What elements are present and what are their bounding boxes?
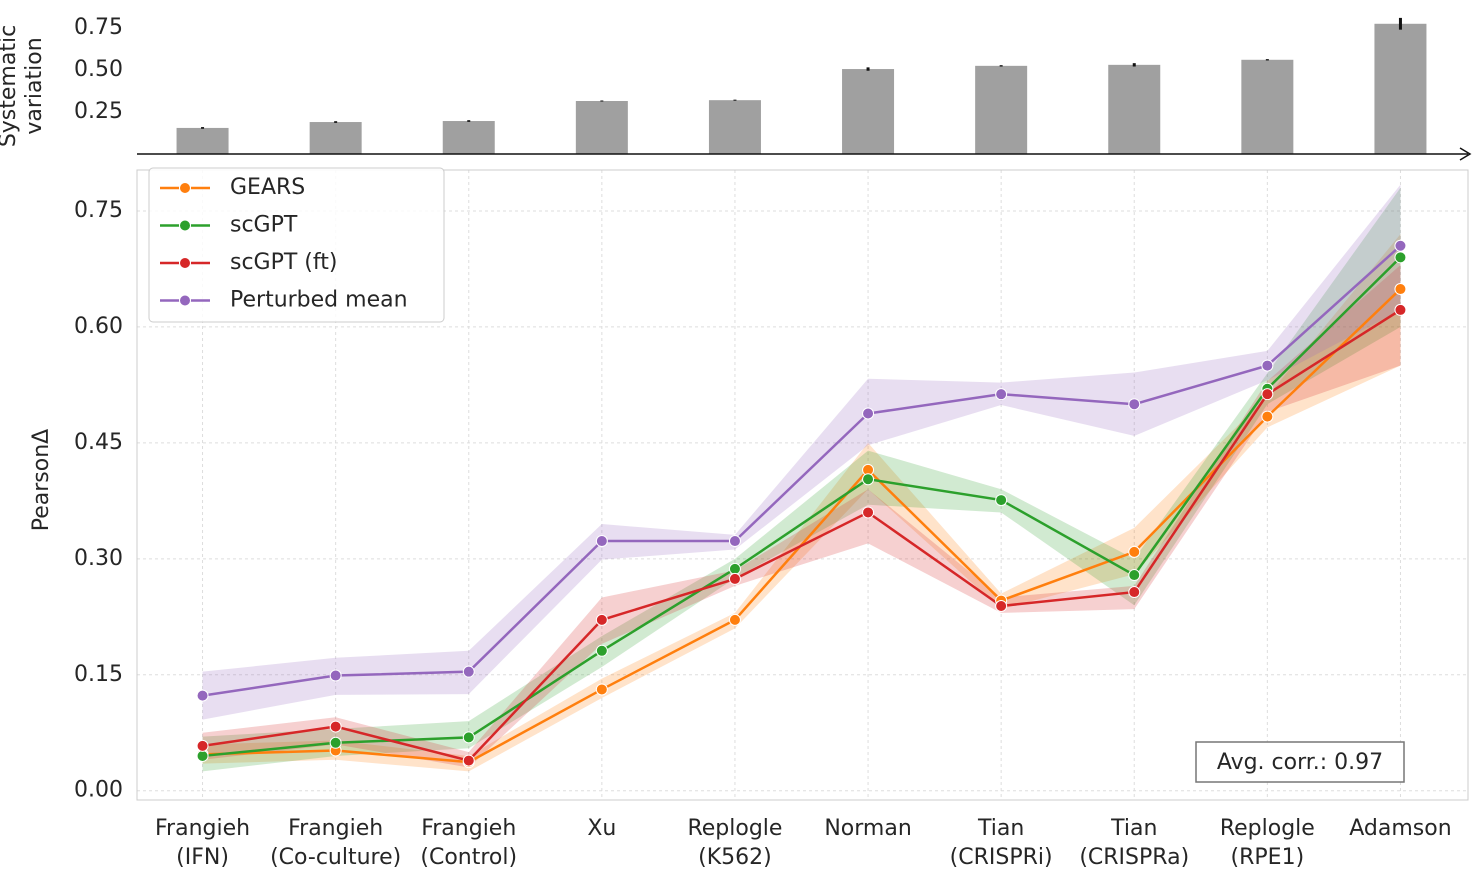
point [1128,586,1141,599]
x-tick-label: Xu [587,816,616,841]
point [995,388,1008,401]
legend-marker [179,257,191,269]
axis-arrow [1459,147,1472,161]
point [1394,239,1407,252]
confidence-band [202,184,1401,720]
point [728,562,741,575]
bar [1241,59,1294,154]
legend-label: scGPT (ft) [230,250,337,275]
point [1394,283,1407,296]
bar [1374,23,1427,154]
confidence-band [202,234,1401,772]
point [1261,359,1274,372]
point [728,613,741,626]
point [728,535,741,548]
bar [1108,64,1161,154]
point [196,739,209,752]
y-tick-label: 0.45 [74,430,123,455]
annotation-box [1195,741,1405,783]
plot-frame [136,169,1469,801]
x-tick-label: (CRISPRi) [950,845,1053,870]
point [1128,398,1141,411]
point [462,731,475,744]
line [202,244,1402,697]
x-tick-label: (RPE1) [1231,845,1305,870]
x-tick-label: Tian [1110,816,1157,841]
point [196,749,209,762]
point [1394,251,1407,264]
y-axis-label: PearsonΔ [29,429,54,531]
bar [842,69,895,154]
x-tick-label: (IFN) [176,845,229,870]
x-tick-label: (Control) [420,845,517,870]
x-tick-label: Tian [977,816,1024,841]
line [202,308,1402,762]
y-tick-label: 0.30 [74,546,123,571]
y-tick-label: 0.75 [74,15,123,40]
point [862,407,875,420]
annotation: Avg. corr.: 0.97 [1217,750,1383,775]
point [1128,569,1141,582]
point [728,572,741,585]
y-tick-label: 0.00 [74,778,123,803]
y-tick-label: 0.75 [74,198,123,223]
point [862,473,875,486]
legend-label: GEARS [230,175,305,200]
x-tick-label: Frangieh [421,816,516,841]
point [595,644,608,657]
point [1261,410,1274,423]
y-tick-label: 0.25 [74,99,123,124]
y-axis-label: Systematicvariation [0,25,47,147]
bar [975,65,1028,154]
point [595,535,608,548]
x-tick-label: Adamson [1349,816,1451,841]
y-tick-label: 0.60 [74,314,123,339]
x-tick-label: Frangieh [155,816,250,841]
legend-marker [179,294,191,307]
point [1394,303,1407,316]
point [995,599,1008,612]
bar [309,122,362,154]
legend-label: scGPT [230,213,298,238]
point [329,720,342,733]
point [196,689,209,702]
point [995,494,1008,507]
x-tick-label: (CRISPRa) [1079,845,1189,870]
point [1128,545,1141,558]
point [1261,388,1274,401]
legend-marker [179,182,191,194]
point [329,669,342,682]
bar [176,127,229,154]
bar [442,121,495,154]
x-tick-label: (K562) [698,845,772,870]
x-tick-label: Replogle [687,816,782,841]
point [462,754,475,767]
x-tick-label: (Co-culture) [270,845,401,870]
bar [575,101,628,154]
legend-marker [179,219,191,232]
y-axis-label-line: variation [22,37,47,134]
point [862,506,875,519]
x-tick-label: Replogle [1220,816,1315,841]
point [329,736,342,749]
y-tick-label: 0.15 [74,662,123,687]
y-axis-label-line: Systematic [0,25,21,147]
bar [708,100,761,154]
line [202,256,1402,758]
x-tick-label: Frangieh [288,816,383,841]
legend-label: Perturbed mean [230,288,408,313]
point [595,613,608,626]
legend-box [148,167,445,323]
x-tick-label: Norman [824,816,911,841]
point [462,665,475,678]
point [595,683,608,696]
y-tick-label: 0.50 [74,57,123,82]
